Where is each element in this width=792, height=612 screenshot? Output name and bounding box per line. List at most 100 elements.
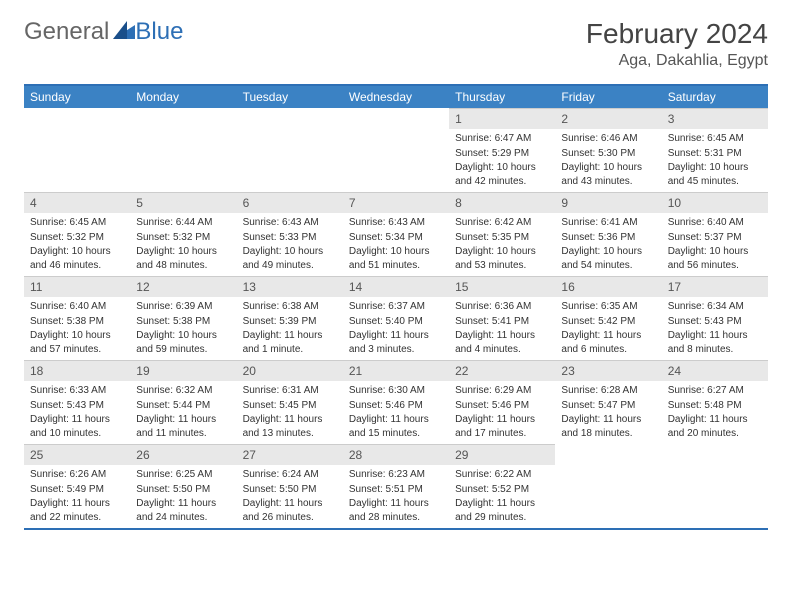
- calendar-cell: 11 Sunrise: 6:40 AMSunset: 5:38 PMDayligh…: [24, 276, 130, 360]
- day-data: Sunrise: 6:39 AMSunset: 5:38 PMDaylight:…: [130, 297, 236, 360]
- sunrise-text: Sunrise: 6:22 AM: [455, 468, 549, 482]
- daylight-text: Daylight: 11 hours and 17 minutes.: [455, 413, 549, 440]
- sunset-text: Sunset: 5:46 PM: [455, 399, 549, 413]
- daylight-text: Daylight: 10 hours and 56 minutes.: [668, 245, 762, 272]
- day-number: 9: [555, 192, 661, 213]
- day-number: 21: [343, 360, 449, 381]
- calendar-cell: 17Sunrise: 6:34 AMSunset: 5:43 PMDayligh…: [662, 276, 768, 360]
- day-data: Sunrise: 6:37 AMSunset: 5:40 PMDaylight:…: [343, 297, 449, 360]
- day-data: Sunrise: 6:45 AMSunset: 5:31 PMDaylight:…: [662, 129, 768, 192]
- calendar-cell: 29Sunrise: 6:22 AMSunset: 5:52 PMDayligh…: [449, 444, 555, 529]
- logo-text-general: General: [24, 18, 109, 46]
- title-block: February 2024 Aga, Dakahlia, Egypt: [586, 18, 768, 70]
- daylight-text: Daylight: 10 hours and 45 minutes.: [668, 161, 762, 188]
- day-number: 10: [662, 192, 768, 213]
- day-number: 5: [130, 192, 236, 213]
- sunrise-text: Sunrise: 6:40 AM: [668, 216, 762, 230]
- sunrise-text: Sunrise: 6:35 AM: [561, 300, 655, 314]
- calendar-row: 25Sunrise: 6:26 AMSunset: 5:49 PMDayligh…: [24, 444, 768, 529]
- sunset-text: Sunset: 5:36 PM: [561, 231, 655, 245]
- sunset-text: Sunset: 5:46 PM: [349, 399, 443, 413]
- sunset-text: Sunset: 5:42 PM: [561, 315, 655, 329]
- day-number: 24: [662, 360, 768, 381]
- day-number: 17: [662, 276, 768, 297]
- sunset-text: Sunset: 5:50 PM: [243, 483, 337, 497]
- calendar-cell: 23Sunrise: 6:28 AMSunset: 5:47 PMDayligh…: [555, 360, 661, 444]
- sunset-text: Sunset: 5:47 PM: [561, 399, 655, 413]
- day-data: Sunrise: 6:23 AMSunset: 5:51 PMDaylight:…: [343, 465, 449, 528]
- calendar-cell: 10Sunrise: 6:40 AMSunset: 5:37 PMDayligh…: [662, 192, 768, 276]
- calendar-cell: [24, 108, 130, 192]
- sunset-text: Sunset: 5:37 PM: [668, 231, 762, 245]
- sunset-text: Sunset: 5:34 PM: [349, 231, 443, 245]
- calendar-cell: 28Sunrise: 6:23 AMSunset: 5:51 PMDayligh…: [343, 444, 449, 529]
- calendar-cell: 20Sunrise: 6:31 AMSunset: 5:45 PMDayligh…: [237, 360, 343, 444]
- day-data: Sunrise: 6:27 AMSunset: 5:48 PMDaylight:…: [662, 381, 768, 444]
- calendar-cell: 19Sunrise: 6:32 AMSunset: 5:44 PMDayligh…: [130, 360, 236, 444]
- sunrise-text: Sunrise: 6:29 AM: [455, 384, 549, 398]
- daylight-text: Daylight: 11 hours and 22 minutes.: [30, 497, 124, 524]
- sunrise-text: Sunrise: 6:38 AM: [243, 300, 337, 314]
- calendar-cell: 14Sunrise: 6:37 AMSunset: 5:40 PMDayligh…: [343, 276, 449, 360]
- sunrise-text: Sunrise: 6:43 AM: [243, 216, 337, 230]
- day-data: Sunrise: 6:40 AMSunset: 5:37 PMDaylight:…: [662, 213, 768, 276]
- daylight-text: Daylight: 11 hours and 13 minutes.: [243, 413, 337, 440]
- daylight-text: Daylight: 11 hours and 11 minutes.: [136, 413, 230, 440]
- day-data: Sunrise: 6:41 AMSunset: 5:36 PMDaylight:…: [555, 213, 661, 276]
- weekday-header: Monday: [130, 85, 236, 108]
- day-data: Sunrise: 6:24 AMSunset: 5:50 PMDaylight:…: [237, 465, 343, 528]
- calendar-cell: [662, 444, 768, 529]
- daylight-text: Daylight: 11 hours and 3 minutes.: [349, 329, 443, 356]
- calendar-cell: 3Sunrise: 6:45 AMSunset: 5:31 PMDaylight…: [662, 108, 768, 192]
- calendar-cell: 15Sunrise: 6:36 AMSunset: 5:41 PMDayligh…: [449, 276, 555, 360]
- sunset-text: Sunset: 5:43 PM: [668, 315, 762, 329]
- day-data: Sunrise: 6:43 AMSunset: 5:33 PMDaylight:…: [237, 213, 343, 276]
- calendar-cell: [555, 444, 661, 529]
- weekday-header: Friday: [555, 85, 661, 108]
- day-data: Sunrise: 6:33 AMSunset: 5:43 PMDaylight:…: [24, 381, 130, 444]
- daylight-text: Daylight: 10 hours and 51 minutes.: [349, 245, 443, 272]
- sunrise-text: Sunrise: 6:45 AM: [668, 132, 762, 146]
- daylight-text: Daylight: 11 hours and 29 minutes.: [455, 497, 549, 524]
- sunrise-text: Sunrise: 6:31 AM: [243, 384, 337, 398]
- daylight-text: Daylight: 10 hours and 42 minutes.: [455, 161, 549, 188]
- day-number: 18: [24, 360, 130, 381]
- sunrise-text: Sunrise: 6:40 AM: [30, 300, 124, 314]
- calendar-cell: 8Sunrise: 6:42 AMSunset: 5:35 PMDaylight…: [449, 192, 555, 276]
- sunrise-text: Sunrise: 6:44 AM: [136, 216, 230, 230]
- sunset-text: Sunset: 5:38 PM: [30, 315, 124, 329]
- calendar-row: 1Sunrise: 6:47 AMSunset: 5:29 PMDaylight…: [24, 108, 768, 192]
- daylight-text: Daylight: 10 hours and 46 minutes.: [30, 245, 124, 272]
- sunset-text: Sunset: 5:51 PM: [349, 483, 443, 497]
- day-data: Sunrise: 6:34 AMSunset: 5:43 PMDaylight:…: [662, 297, 768, 360]
- sunset-text: Sunset: 5:43 PM: [30, 399, 124, 413]
- calendar-cell: 5Sunrise: 6:44 AMSunset: 5:32 PMDaylight…: [130, 192, 236, 276]
- daylight-text: Daylight: 11 hours and 24 minutes.: [136, 497, 230, 524]
- sunrise-text: Sunrise: 6:24 AM: [243, 468, 337, 482]
- day-number: 29: [449, 444, 555, 465]
- day-number: 8: [449, 192, 555, 213]
- sunrise-text: Sunrise: 6:25 AM: [136, 468, 230, 482]
- daylight-text: Daylight: 10 hours and 49 minutes.: [243, 245, 337, 272]
- daylight-text: Daylight: 10 hours and 43 minutes.: [561, 161, 655, 188]
- sunrise-text: Sunrise: 6:45 AM: [30, 216, 124, 230]
- day-data: Sunrise: 6:26 AMSunset: 5:49 PMDaylight:…: [24, 465, 130, 528]
- sunrise-text: Sunrise: 6:39 AM: [136, 300, 230, 314]
- daylight-text: Daylight: 11 hours and 28 minutes.: [349, 497, 443, 524]
- day-number: 14: [343, 276, 449, 297]
- sunset-text: Sunset: 5:38 PM: [136, 315, 230, 329]
- day-number: 11: [24, 276, 130, 297]
- calendar-cell: 12Sunrise: 6:39 AMSunset: 5:38 PMDayligh…: [130, 276, 236, 360]
- calendar-cell: 2Sunrise: 6:46 AMSunset: 5:30 PMDaylight…: [555, 108, 661, 192]
- day-number: 7: [343, 192, 449, 213]
- sunrise-text: Sunrise: 6:28 AM: [561, 384, 655, 398]
- calendar-body: 1Sunrise: 6:47 AMSunset: 5:29 PMDaylight…: [24, 108, 768, 529]
- day-number: 22: [449, 360, 555, 381]
- day-number: 16: [555, 276, 661, 297]
- calendar-cell: [343, 108, 449, 192]
- sunrise-text: Sunrise: 6:36 AM: [455, 300, 549, 314]
- logo-text-blue: Blue: [135, 18, 183, 46]
- day-number: 3: [662, 108, 768, 129]
- daylight-text: Daylight: 10 hours and 57 minutes.: [30, 329, 124, 356]
- calendar-cell: [130, 108, 236, 192]
